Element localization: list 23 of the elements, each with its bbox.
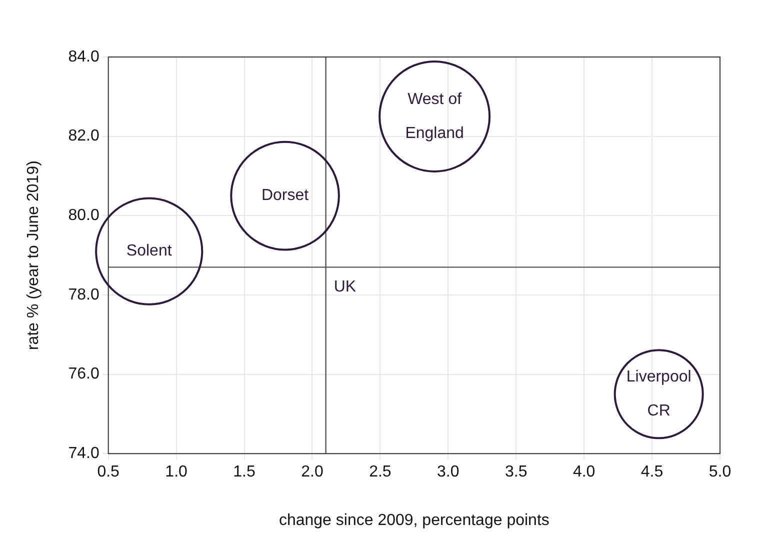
y-tick-label: 78.0	[68, 286, 100, 304]
x-tick-label: 2.0	[301, 464, 324, 481]
annotation: Solent	[126, 242, 172, 260]
x-tick-label: 4.5	[640, 464, 664, 481]
x-tick-label: 0.5	[97, 464, 120, 481]
annotation: Liverpool CR	[626, 368, 692, 420]
annotation: UK	[334, 278, 356, 296]
x-axis-title: change since 2009, percentage points	[278, 512, 550, 529]
x-tick-label: 3.0	[437, 464, 460, 481]
x-tick-label: 1.5	[233, 464, 256, 481]
y-tick-label: 80.0	[68, 207, 100, 224]
x-tick-label: 5.0	[708, 464, 732, 481]
y-tick-label: 84.0	[68, 48, 100, 66]
y-tick-label: 82.0	[68, 128, 100, 145]
y-axis-title: rate % (year to June 2019)	[25, 160, 42, 350]
annotation: West of England	[405, 90, 464, 142]
y-tick-label: 74.0	[68, 445, 100, 462]
x-tick-label: 4.0	[572, 464, 596, 481]
annotation: Dorset	[261, 187, 310, 204]
y-tick-label: 76.0	[68, 366, 100, 383]
x-tick-label: 1.0	[165, 464, 188, 481]
x-tick-label: 3.5	[504, 464, 528, 481]
x-tick-label: 2.5	[369, 464, 392, 481]
